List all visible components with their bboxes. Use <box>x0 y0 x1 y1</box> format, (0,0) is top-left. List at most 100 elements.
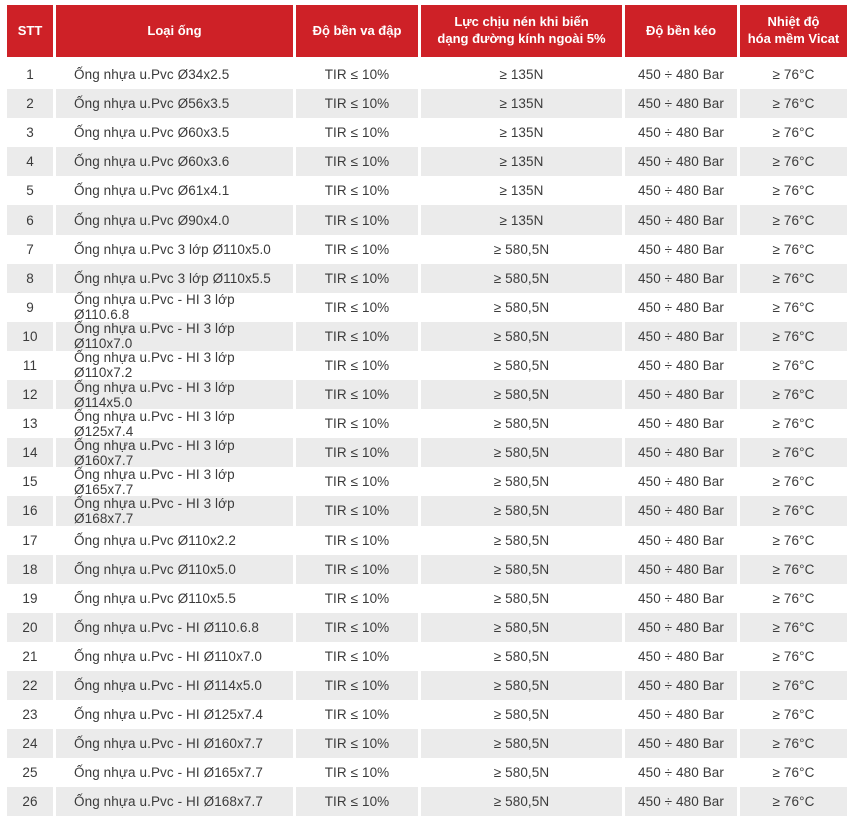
cell-loai-ong: Ống nhựa u.Pvc Ø110x2.2 <box>56 525 293 555</box>
cell-do-ben-va-dap: TIR ≤ 10% <box>296 583 418 613</box>
column-header-do-ben-keo: Độ bền kéo <box>625 5 737 57</box>
cell-nhiet-do-vicat: ≥ 76°C <box>740 176 847 206</box>
cell-loai-ong: Ống nhựa u.Pvc 3 lớp Ø110x5.5 <box>56 263 293 293</box>
cell-luc-chiu-nen-5: ≥ 580,5N <box>421 525 622 555</box>
cell-do-ben-va-dap: TIR ≤ 10% <box>296 321 418 351</box>
cell-do-ben-keo: 450 ÷ 480 Bar <box>625 118 737 148</box>
cell-stt: 26 <box>7 787 53 817</box>
cell-do-ben-keo: 450 ÷ 480 Bar <box>625 263 737 293</box>
cell-do-ben-va-dap: TIR ≤ 10% <box>296 612 418 642</box>
cell-stt: 2 <box>7 89 53 119</box>
cell-stt: 9 <box>7 292 53 322</box>
cell-stt: 10 <box>7 321 53 351</box>
cell-do-ben-va-dap: TIR ≤ 10% <box>296 729 418 759</box>
cell-stt: 19 <box>7 583 53 613</box>
cell-loai-ong: Ống nhựa u.Pvc - HI 3 lớp Ø114x5.0 <box>56 380 293 410</box>
cell-luc-chiu-nen-5: ≥ 580,5N <box>421 729 622 759</box>
cell-do-ben-keo: 450 ÷ 480 Bar <box>625 467 737 497</box>
table-body: 1 Ống nhựa u.Pvc Ø34x2.5 TIR ≤ 10% ≥ 135N 45… <box>7 60 847 817</box>
table-row: 26 Ống nhựa u.Pvc - HI Ø168x7.7 TIR ≤ 10% ≥… <box>7 787 847 817</box>
cell-luc-chiu-nen-5: ≥ 135N <box>421 205 622 235</box>
cell-loai-ong: Ống nhựa u.Pvc Ø61x4.1 <box>56 176 293 206</box>
cell-stt: 20 <box>7 612 53 642</box>
cell-loai-ong: Ống nhựa u.Pvc - HI Ø168x7.7 <box>56 787 293 817</box>
cell-luc-chiu-nen-5: ≥ 580,5N <box>421 467 622 497</box>
cell-stt: 12 <box>7 380 53 410</box>
cell-do-ben-va-dap: TIR ≤ 10% <box>296 758 418 788</box>
cell-loai-ong: Ống nhựa u.Pvc - HI 3 lớp Ø125x7.4 <box>56 409 293 439</box>
table-row: 22 Ống nhựa u.Pvc - HI Ø114x5.0 TIR ≤ 10% ≥… <box>7 670 847 701</box>
cell-loai-ong: Ống nhựa u.Pvc Ø56x3.5 <box>56 89 293 119</box>
cell-do-ben-va-dap: TIR ≤ 10% <box>296 525 418 555</box>
cell-luc-chiu-nen-5: ≥ 580,5N <box>421 321 622 351</box>
table-row: 15 Ống nhựa u.Pvc - HI 3 lớp Ø165x7.7 TIR … <box>7 467 847 497</box>
cell-loai-ong: Ống nhựa u.Pvc Ø90x4.0 <box>56 205 293 235</box>
column-header-stt: STT <box>7 5 53 57</box>
cell-do-ben-va-dap: TIR ≤ 10% <box>296 147 418 177</box>
table-row: 7 Ống nhựa u.Pvc 3 lớp Ø110x5.0 TIR ≤ 10% ≥… <box>7 234 847 264</box>
cell-stt: 6 <box>7 205 53 235</box>
cell-stt: 14 <box>7 438 53 468</box>
cell-stt: 18 <box>7 554 53 584</box>
table-row: 10 Ống nhựa u.Pvc - HI 3 lớp Ø110x7.0 TIR … <box>7 321 847 351</box>
cell-luc-chiu-nen-5: ≥ 580,5N <box>421 641 622 671</box>
cell-do-ben-va-dap: TIR ≤ 10% <box>296 700 418 730</box>
cell-do-ben-va-dap: TIR ≤ 10% <box>296 118 418 148</box>
cell-luc-chiu-nen-5: ≥ 580,5N <box>421 350 622 381</box>
cell-nhiet-do-vicat: ≥ 76°C <box>740 292 847 322</box>
cell-stt: 22 <box>7 670 53 701</box>
cell-do-ben-keo: 450 ÷ 480 Bar <box>625 729 737 759</box>
table-row: 12 Ống nhựa u.Pvc - HI 3 lớp Ø114x5.0 TIR … <box>7 380 847 410</box>
cell-luc-chiu-nen-5: ≥ 580,5N <box>421 787 622 817</box>
cell-loai-ong: Ống nhựa u.Pvc - HI 3 lớp Ø110.6.8 <box>56 292 293 322</box>
table-row: 14 Ống nhựa u.Pvc - HI 3 lớp Ø160x7.7 TIR … <box>7 438 847 468</box>
cell-loai-ong: Ống nhựa u.Pvc - HI Ø125x7.4 <box>56 700 293 730</box>
cell-do-ben-va-dap: TIR ≤ 10% <box>296 176 418 206</box>
cell-nhiet-do-vicat: ≥ 76°C <box>740 438 847 468</box>
cell-do-ben-keo: 450 ÷ 480 Bar <box>625 641 737 671</box>
cell-stt: 24 <box>7 729 53 759</box>
cell-do-ben-va-dap: TIR ≤ 10% <box>296 205 418 235</box>
table-row: 11 Ống nhựa u.Pvc - HI 3 lớp Ø110x7.2 TIR … <box>7 350 847 381</box>
cell-stt: 15 <box>7 467 53 497</box>
cell-do-ben-va-dap: TIR ≤ 10% <box>296 641 418 671</box>
cell-luc-chiu-nen-5: ≥ 580,5N <box>421 612 622 642</box>
table-row: 17 Ống nhựa u.Pvc Ø110x2.2 TIR ≤ 10% ≥ 580,… <box>7 525 847 555</box>
table-row: 8 Ống nhựa u.Pvc 3 lớp Ø110x5.5 TIR ≤ 10% ≥… <box>7 263 847 293</box>
cell-stt: 11 <box>7 350 53 381</box>
cell-do-ben-keo: 450 ÷ 480 Bar <box>625 176 737 206</box>
cell-stt: 17 <box>7 525 53 555</box>
cell-luc-chiu-nen-5: ≥ 580,5N <box>421 554 622 584</box>
cell-do-ben-keo: 450 ÷ 480 Bar <box>625 409 737 439</box>
table-row: 13 Ống nhựa u.Pvc - HI 3 lớp Ø125x7.4 TIR … <box>7 409 847 439</box>
cell-loai-ong: Ống nhựa u.Pvc Ø60x3.5 <box>56 118 293 148</box>
cell-do-ben-keo: 450 ÷ 480 Bar <box>625 205 737 235</box>
cell-loai-ong: Ống nhựa u.Pvc Ø110x5.0 <box>56 554 293 584</box>
cell-do-ben-keo: 450 ÷ 480 Bar <box>625 612 737 642</box>
cell-stt: 13 <box>7 409 53 439</box>
table-row: 18 Ống nhựa u.Pvc Ø110x5.0 TIR ≤ 10% ≥ 580,… <box>7 554 847 584</box>
cell-do-ben-keo: 450 ÷ 480 Bar <box>625 350 737 381</box>
cell-loai-ong: Ống nhựa u.Pvc - HI Ø114x5.0 <box>56 670 293 701</box>
cell-do-ben-keo: 450 ÷ 480 Bar <box>625 60 737 90</box>
cell-stt: 8 <box>7 263 53 293</box>
table-row: 21 Ống nhựa u.Pvc - HI Ø110x7.0 TIR ≤ 10% ≥… <box>7 641 847 671</box>
cell-luc-chiu-nen-5: ≥ 580,5N <box>421 438 622 468</box>
cell-do-ben-keo: 450 ÷ 480 Bar <box>625 234 737 264</box>
column-header-loai-ong: Loại ống <box>56 5 293 57</box>
cell-luc-chiu-nen-5: ≥ 580,5N <box>421 234 622 264</box>
cell-stt: 3 <box>7 118 53 148</box>
cell-loai-ong: Ống nhựa u.Pvc - HI 3 lớp Ø165x7.7 <box>56 467 293 497</box>
cell-loai-ong: Ống nhựa u.Pvc - HI 3 lớp Ø110x7.0 <box>56 321 293 351</box>
table-row: 3 Ống nhựa u.Pvc Ø60x3.5 TIR ≤ 10% ≥ 135N 45… <box>7 118 847 148</box>
table-row: 23 Ống nhựa u.Pvc - HI Ø125x7.4 TIR ≤ 10% ≥… <box>7 700 847 730</box>
cell-stt: 25 <box>7 758 53 788</box>
cell-do-ben-va-dap: TIR ≤ 10% <box>296 380 418 410</box>
cell-loai-ong: Ống nhựa u.Pvc Ø110x5.5 <box>56 583 293 613</box>
cell-luc-chiu-nen-5: ≥ 580,5N <box>421 409 622 439</box>
table-row: 20 Ống nhựa u.Pvc - HI Ø110.6.8 TIR ≤ 10% ≥… <box>7 612 847 642</box>
pipe-spec-table: STT Loại ống Độ bền va đập Lực chịu nén khi… <box>7 5 847 817</box>
cell-do-ben-keo: 450 ÷ 480 Bar <box>625 321 737 351</box>
table-row: 5 Ống nhựa u.Pvc Ø61x4.1 TIR ≤ 10% ≥ 135N 45… <box>7 176 847 206</box>
cell-stt: 4 <box>7 147 53 177</box>
